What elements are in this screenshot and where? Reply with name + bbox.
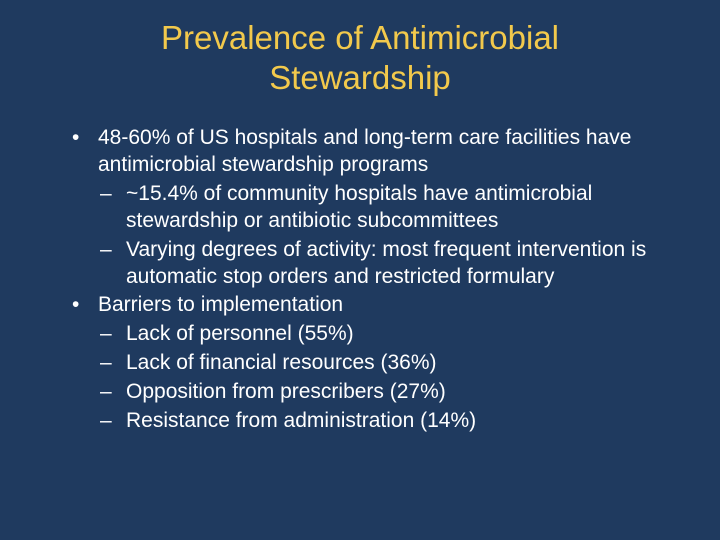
bullet-text: 48-60% of US hospitals and long-term car… [98, 125, 680, 179]
bullet-marker: • [70, 125, 98, 179]
bullet-marker: – [100, 321, 126, 348]
bullet-marker: – [100, 379, 126, 406]
list-item: – Lack of personnel (55%) [100, 321, 680, 348]
list-item: – Lack of financial resources (36%) [100, 350, 680, 377]
slide-content: • 48-60% of US hospitals and long-term c… [40, 125, 680, 435]
bullet-marker: – [100, 408, 126, 435]
bullet-marker: – [100, 237, 126, 291]
bullet-text: ~15.4% of community hospitals have antim… [126, 181, 680, 235]
bullet-text: Resistance from administration (14%) [126, 408, 680, 435]
bullet-marker: – [100, 350, 126, 377]
slide-title: Prevalence of Antimicrobial Stewardship [40, 18, 680, 97]
list-item: • 48-60% of US hospitals and long-term c… [70, 125, 680, 179]
bullet-marker: • [70, 292, 98, 319]
bullet-text: Opposition from prescribers (27%) [126, 379, 680, 406]
list-item: • Barriers to implementation [70, 292, 680, 319]
bullet-text: Varying degrees of activity: most freque… [126, 237, 680, 291]
list-item: – ~15.4% of community hospitals have ant… [100, 181, 680, 235]
bullet-text: Lack of personnel (55%) [126, 321, 680, 348]
slide: Prevalence of Antimicrobial Stewardship … [0, 0, 720, 540]
list-item: – Varying degrees of activity: most freq… [100, 237, 680, 291]
bullet-marker: – [100, 181, 126, 235]
bullet-text: Barriers to implementation [98, 292, 680, 319]
bullet-text: Lack of financial resources (36%) [126, 350, 680, 377]
list-item: – Opposition from prescribers (27%) [100, 379, 680, 406]
list-item: – Resistance from administration (14%) [100, 408, 680, 435]
